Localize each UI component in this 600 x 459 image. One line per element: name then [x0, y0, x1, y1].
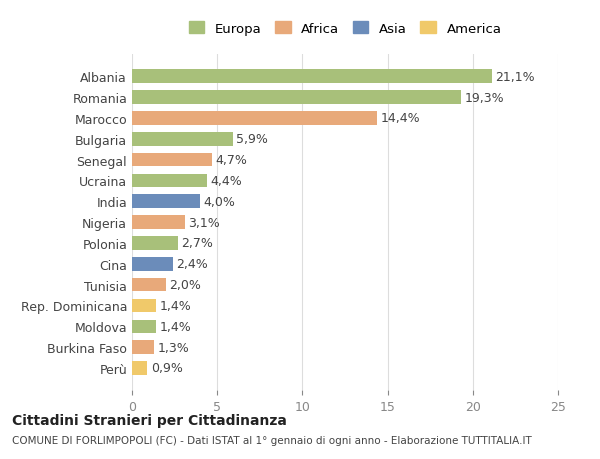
Bar — [132, 361, 148, 375]
Bar — [132, 216, 185, 230]
Legend: Europa, Africa, Asia, America: Europa, Africa, Asia, America — [185, 18, 505, 39]
Bar — [132, 299, 156, 313]
Text: 4,7%: 4,7% — [215, 154, 247, 167]
Text: 2,4%: 2,4% — [176, 257, 208, 271]
Text: 19,3%: 19,3% — [464, 91, 504, 104]
Bar — [132, 174, 207, 188]
Bar — [132, 237, 178, 250]
Text: 5,9%: 5,9% — [236, 133, 268, 146]
Bar — [132, 153, 212, 167]
Bar — [132, 195, 200, 208]
Bar — [132, 257, 173, 271]
Bar — [132, 320, 156, 333]
Text: 14,4%: 14,4% — [381, 112, 421, 125]
Text: 2,0%: 2,0% — [169, 279, 202, 291]
Bar — [132, 91, 461, 105]
Bar — [132, 341, 154, 354]
Text: Cittadini Stranieri per Cittadinanza: Cittadini Stranieri per Cittadinanza — [12, 413, 287, 427]
Text: 1,3%: 1,3% — [158, 341, 190, 354]
Text: 1,4%: 1,4% — [159, 299, 191, 312]
Bar — [132, 278, 166, 292]
Bar — [132, 112, 377, 125]
Text: 4,0%: 4,0% — [203, 196, 235, 208]
Text: 2,7%: 2,7% — [181, 237, 213, 250]
Text: COMUNE DI FORLIMPOPOLI (FC) - Dati ISTAT al 1° gennaio di ogni anno - Elaborazio: COMUNE DI FORLIMPOPOLI (FC) - Dati ISTAT… — [12, 435, 532, 445]
Text: 0,9%: 0,9% — [151, 362, 182, 375]
Bar — [132, 133, 233, 146]
Text: 3,1%: 3,1% — [188, 216, 220, 229]
Bar — [132, 70, 491, 84]
Text: 21,1%: 21,1% — [495, 71, 535, 84]
Text: 1,4%: 1,4% — [159, 320, 191, 333]
Text: 4,4%: 4,4% — [211, 174, 242, 188]
